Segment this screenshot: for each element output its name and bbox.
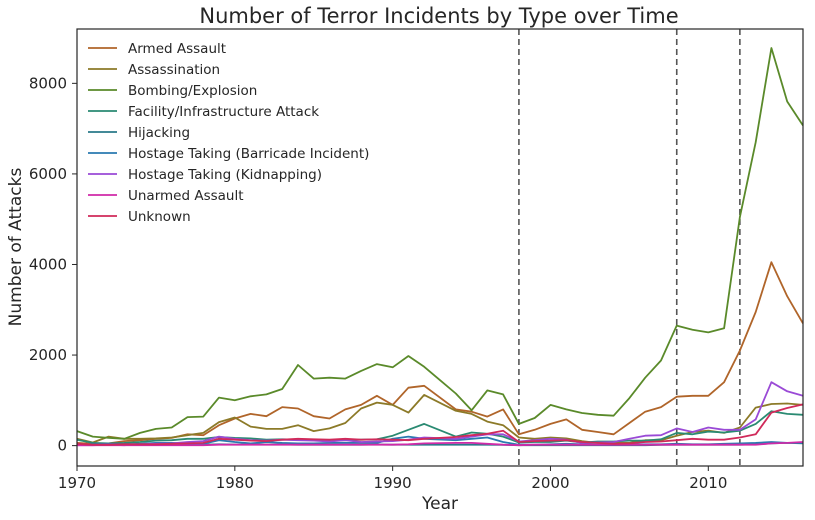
x-axis-ticks: 1970 1980 1990 2000 2010 [58, 466, 727, 492]
legend-label: Unarmed Assault [128, 188, 244, 204]
x-tick-label: 2010 [689, 474, 727, 492]
legend-label: Facility/Infrastructure Attack [128, 104, 319, 120]
y-tick-label: 2000 [29, 346, 67, 364]
x-axis-label: Year [421, 494, 458, 514]
x-tick-label: 1990 [374, 474, 412, 492]
y-tick-label: 8000 [29, 74, 67, 92]
series-line-8 [76, 403, 804, 446]
legend-label: Hostage Taking (Kidnapping) [128, 167, 322, 183]
x-tick-label: 1970 [58, 474, 96, 492]
vertical-reference-lines [518, 29, 741, 466]
x-tick-label: 1980 [216, 474, 254, 492]
chart-title: Number of Terror Incidents by Type over … [199, 4, 678, 28]
legend-label: Hostage Taking (Barricade Incident) [128, 146, 369, 162]
y-axis-label: Number of Attacks [6, 168, 26, 327]
legend-label: Unknown [128, 209, 191, 225]
series-line-7 [77, 441, 804, 447]
legend-label: Armed Assault [128, 41, 226, 57]
legend: Armed Assault Assassination Bombing/Explos… [88, 41, 369, 225]
plot-area-frame [76, 28, 804, 467]
series-line-2 [76, 47, 804, 440]
y-tick-label: 4000 [29, 255, 67, 273]
legend-label: Assassination [128, 62, 220, 78]
series-line-3 [76, 410, 804, 445]
legend-label: Hijacking [128, 125, 190, 141]
y-tick-label: 0 [57, 437, 67, 455]
series-line-0 [76, 261, 804, 445]
x-tick-label: 2000 [531, 474, 569, 492]
legend-label: Bombing/Explosion [128, 83, 257, 99]
y-tick-label: 6000 [29, 165, 67, 183]
series-lines [76, 47, 804, 447]
y-axis-ticks: 0 2000 4000 6000 8000 [29, 74, 77, 455]
